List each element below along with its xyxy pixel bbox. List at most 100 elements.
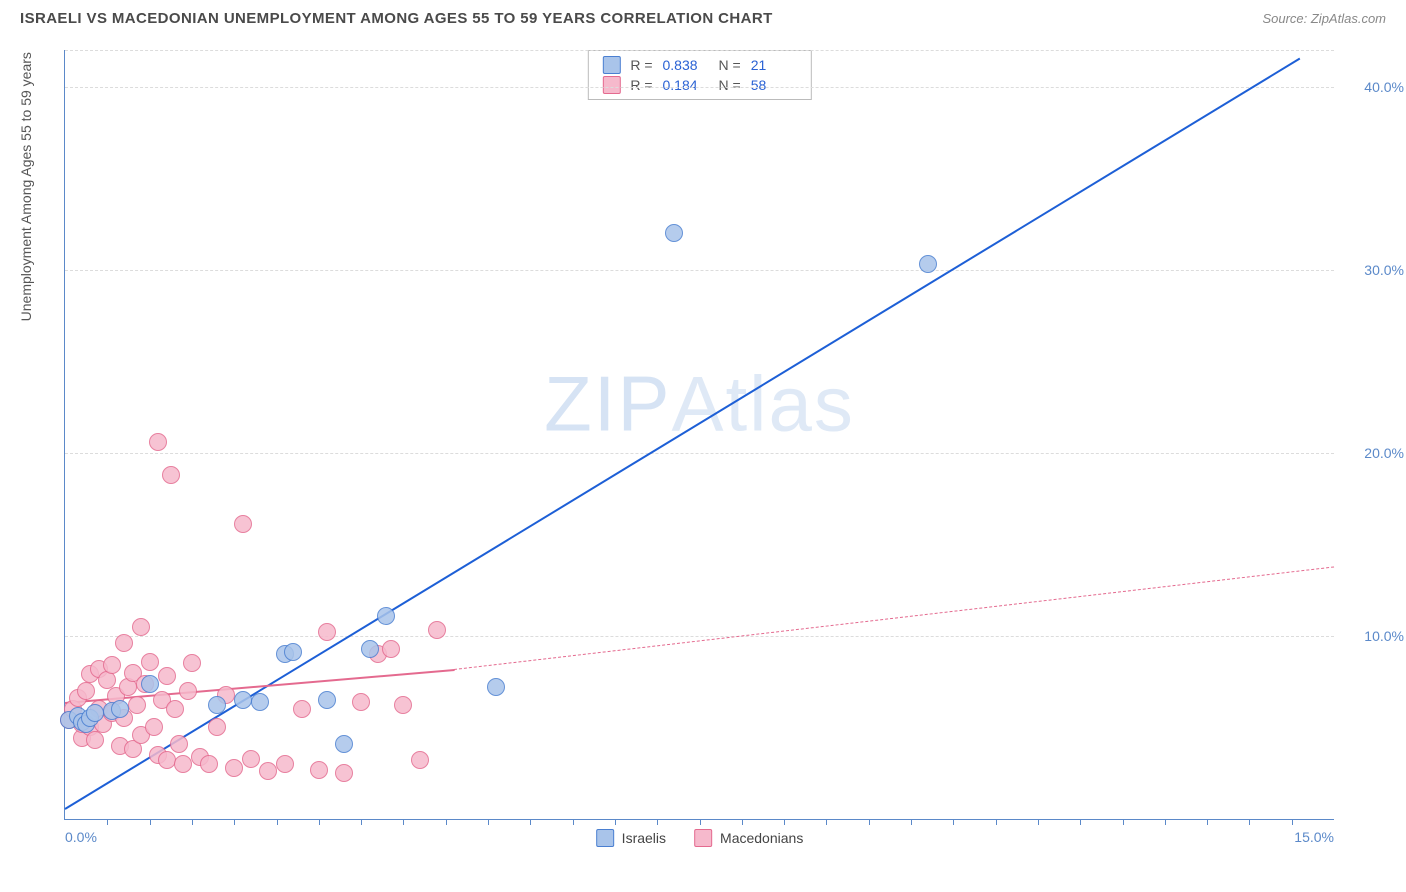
x-tick-mark	[657, 819, 658, 825]
legend-item: Israelis	[596, 829, 666, 847]
data-point	[132, 618, 150, 636]
data-point	[361, 640, 379, 658]
x-tick-mark	[361, 819, 362, 825]
gridline	[65, 453, 1334, 454]
watermark-thin: Atlas	[671, 359, 854, 447]
data-point	[411, 751, 429, 769]
gridline	[65, 50, 1334, 51]
series-swatch-icon	[694, 829, 712, 847]
series-swatch-icon	[602, 56, 620, 74]
plot-area: ZIPAtlas R = 0.838 N = 21 R = 0.184 N = …	[64, 50, 1334, 820]
x-tick-mark	[530, 819, 531, 825]
x-tick-mark	[1207, 819, 1208, 825]
x-tick-mark	[107, 819, 108, 825]
x-tick-mark	[784, 819, 785, 825]
data-point	[103, 656, 121, 674]
data-point	[166, 700, 184, 718]
r-value: 0.184	[663, 77, 709, 93]
data-point	[382, 640, 400, 658]
series-swatch-icon	[596, 829, 614, 847]
gridline	[65, 270, 1334, 271]
series-legend: Israelis Macedonians	[596, 829, 804, 847]
data-point	[234, 515, 252, 533]
data-point	[251, 693, 269, 711]
n-label: N =	[719, 57, 741, 73]
x-tick-mark	[826, 819, 827, 825]
gridline	[65, 636, 1334, 637]
data-point	[200, 755, 218, 773]
data-point	[428, 621, 446, 639]
data-point	[335, 764, 353, 782]
n-label: N =	[719, 77, 741, 93]
trend-line	[454, 566, 1334, 670]
x-tick-mark	[234, 819, 235, 825]
data-point	[158, 667, 176, 685]
x-tick-mark	[446, 819, 447, 825]
data-point	[115, 634, 133, 652]
data-point	[352, 693, 370, 711]
series-name: Macedonians	[720, 830, 803, 846]
data-point	[318, 691, 336, 709]
y-tick-label: 40.0%	[1344, 79, 1404, 95]
data-point	[919, 255, 937, 273]
series-swatch-icon	[602, 76, 620, 94]
series-name: Israelis	[622, 830, 666, 846]
data-point	[208, 696, 226, 714]
x-tick-mark	[869, 819, 870, 825]
y-tick-label: 30.0%	[1344, 262, 1404, 278]
x-tick-mark	[192, 819, 193, 825]
data-point	[174, 755, 192, 773]
x-tick-mark	[953, 819, 954, 825]
r-label: R =	[630, 57, 652, 73]
x-tick-mark	[615, 819, 616, 825]
x-tick-mark	[1292, 819, 1293, 825]
data-point	[394, 696, 412, 714]
data-point	[234, 691, 252, 709]
data-point	[145, 718, 163, 736]
legend-item: Macedonians	[694, 829, 803, 847]
x-tick-mark	[277, 819, 278, 825]
data-point	[259, 762, 277, 780]
data-point	[225, 759, 243, 777]
data-point	[86, 704, 104, 722]
data-point	[665, 224, 683, 242]
data-point	[208, 718, 226, 736]
x-tick-mark	[911, 819, 912, 825]
x-tick-label: 0.0%	[65, 829, 97, 845]
gridline	[65, 87, 1334, 88]
data-point	[149, 433, 167, 451]
y-axis-label: Unemployment Among Ages 55 to 59 years	[18, 52, 34, 321]
data-point	[293, 700, 311, 718]
n-value: 21	[751, 57, 797, 73]
correlation-legend: R = 0.838 N = 21 R = 0.184 N = 58	[587, 50, 811, 100]
x-tick-mark	[319, 819, 320, 825]
x-tick-mark	[742, 819, 743, 825]
x-tick-mark	[573, 819, 574, 825]
data-point	[128, 696, 146, 714]
x-tick-mark	[996, 819, 997, 825]
x-tick-mark	[1080, 819, 1081, 825]
data-point	[318, 623, 336, 641]
data-point	[377, 607, 395, 625]
y-tick-label: 20.0%	[1344, 445, 1404, 461]
x-tick-mark	[1038, 819, 1039, 825]
data-point	[158, 751, 176, 769]
x-tick-mark	[150, 819, 151, 825]
source-label: Source: ZipAtlas.com	[1262, 11, 1386, 26]
data-point	[183, 654, 201, 672]
data-point	[242, 750, 260, 768]
x-tick-mark	[1165, 819, 1166, 825]
data-point	[170, 735, 188, 753]
r-label: R =	[630, 77, 652, 93]
data-point	[111, 700, 129, 718]
chart-title: ISRAELI VS MACEDONIAN UNEMPLOYMENT AMONG…	[20, 10, 773, 27]
x-tick-mark	[1249, 819, 1250, 825]
data-point	[310, 761, 328, 779]
data-point	[141, 653, 159, 671]
watermark-bold: ZIP	[544, 359, 671, 447]
data-point	[276, 755, 294, 773]
x-tick-mark	[488, 819, 489, 825]
data-point	[77, 682, 95, 700]
y-tick-label: 10.0%	[1344, 628, 1404, 644]
x-tick-mark	[1123, 819, 1124, 825]
